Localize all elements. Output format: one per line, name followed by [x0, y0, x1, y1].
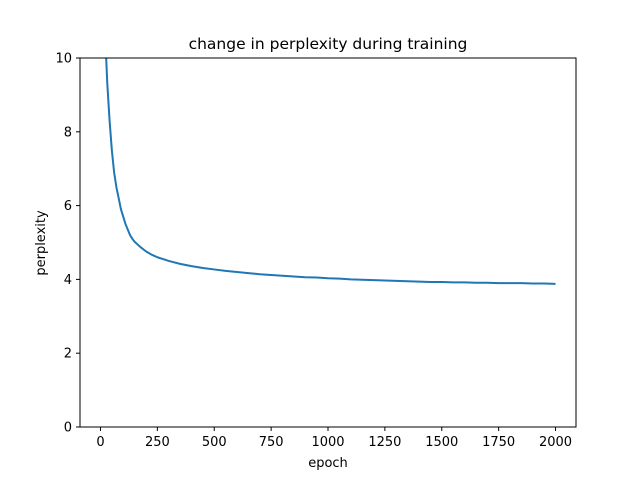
chart-title: change in perplexity during training — [189, 35, 468, 53]
x-axis: 0 250 500 750 1000 1250 1500 1750 2000 — [96, 427, 572, 450]
y-tick-label: 0 — [64, 421, 72, 436]
line-layer — [105, 58, 556, 285]
x-tick-label: 2000 — [539, 435, 572, 450]
y-tick-label: 8 — [64, 125, 72, 140]
x-tick-label: 1250 — [368, 435, 401, 450]
x-axis-label: epoch — [308, 456, 348, 471]
y-tick-label: 2 — [64, 347, 72, 362]
y-axis-label: perplexity — [34, 210, 49, 276]
x-tick-label: 500 — [202, 435, 227, 450]
x-tick-label: 1750 — [482, 435, 515, 450]
y-tick-label: 6 — [64, 199, 72, 214]
y-axis: 0 2 4 6 8 10 — [55, 52, 80, 436]
y-tick-label: 10 — [55, 52, 72, 67]
x-tick-label: 750 — [259, 435, 284, 450]
y-tick-label: 4 — [64, 273, 72, 288]
plot-frame — [79, 57, 577, 428]
x-tick-label: 250 — [145, 435, 170, 450]
x-tick-label: 1000 — [311, 435, 344, 450]
x-tick-label: 1500 — [425, 435, 458, 450]
perplexity-series-line — [105, 58, 556, 285]
x-tick-label: 0 — [96, 435, 104, 450]
